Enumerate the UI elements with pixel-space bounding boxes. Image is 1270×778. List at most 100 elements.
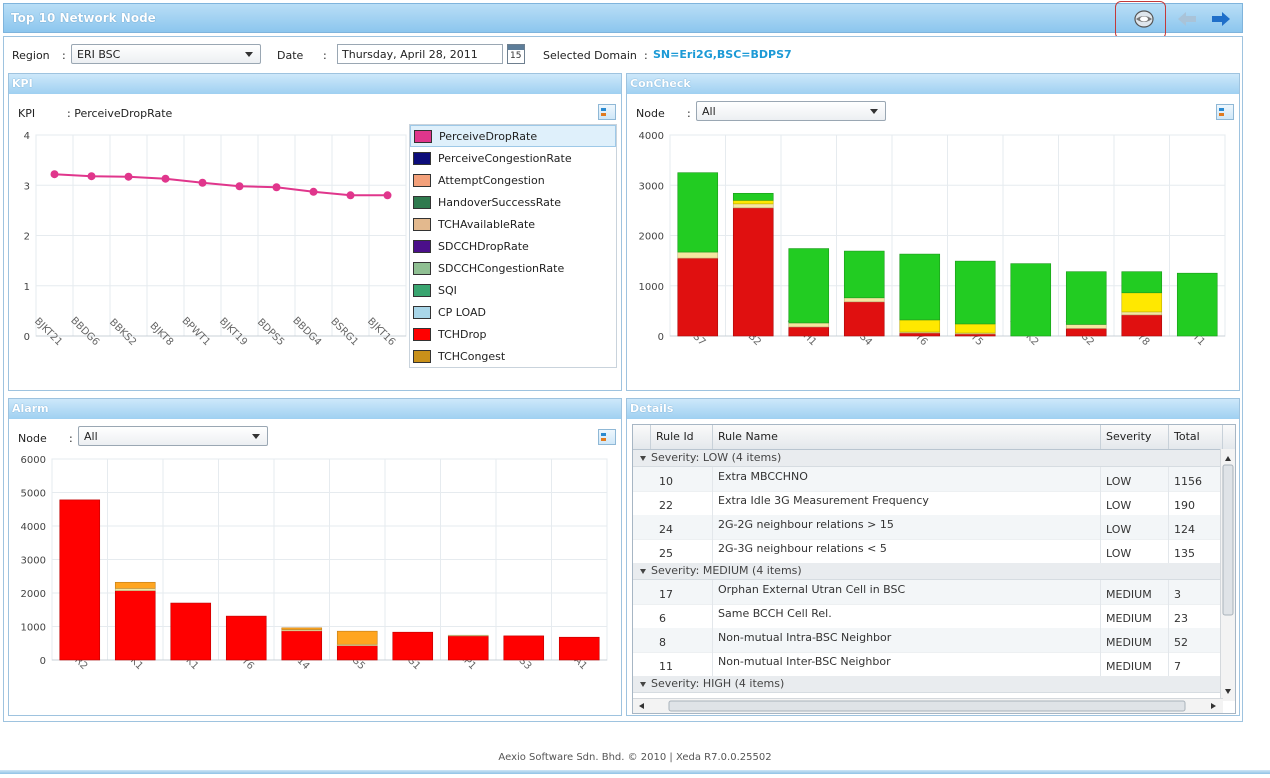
collapse-icon[interactable] bbox=[640, 569, 646, 574]
legend-item[interactable]: HandoverSuccessRate bbox=[410, 191, 616, 213]
kpi-label: KPI bbox=[18, 107, 36, 120]
y-tick-label: 4000 bbox=[21, 522, 46, 533]
legend-item[interactable]: PerceiveCongestionRate bbox=[410, 147, 616, 169]
legend-swatch bbox=[413, 327, 431, 341]
cell-name: 2G-2G neighbour relations > 15 bbox=[713, 515, 1101, 539]
horizontal-scrollbar[interactable] bbox=[633, 698, 1223, 713]
table-row[interactable]: 11 Non-mutual Inter-BSC Neighbor MEDIUM 7 bbox=[633, 652, 1223, 677]
legend-item[interactable]: AttemptCongestion bbox=[410, 169, 616, 191]
legend-label: TCHCongest bbox=[438, 349, 506, 363]
scroll-up-icon bbox=[1225, 456, 1231, 461]
cell-total: 124 bbox=[1169, 515, 1223, 539]
y-tick-label: 0 bbox=[40, 656, 46, 667]
table-row[interactable]: 10 Extra MBCCHNO LOW 1156 bbox=[633, 467, 1223, 492]
bar-segment bbox=[1176, 272, 1218, 337]
data-point bbox=[161, 174, 170, 183]
group-header[interactable]: Severity: MEDIUM (4 items) bbox=[633, 563, 1221, 580]
bar-segment bbox=[1121, 271, 1163, 294]
cell-name: Non-mutual Intra-BSC Neighbor bbox=[713, 628, 1101, 652]
details-grid-header: Rule Id Rule Name Severity Total bbox=[633, 425, 1235, 450]
legend-item[interactable]: CP LOAD bbox=[410, 301, 616, 323]
column-total[interactable]: Total bbox=[1169, 425, 1223, 449]
data-point bbox=[50, 170, 59, 179]
y-tick-label: 1 bbox=[24, 282, 30, 293]
bar-segment bbox=[899, 253, 941, 321]
calendar-button[interactable]: 15 bbox=[507, 44, 525, 64]
date-label: Date bbox=[277, 49, 304, 62]
column-severity[interactable]: Severity bbox=[1101, 425, 1169, 449]
cell-total: 135 bbox=[1169, 539, 1223, 563]
series-line bbox=[54, 173, 388, 197]
table-row[interactable]: 6 Same BCCH Cell Rel. MEDIUM 23 bbox=[633, 604, 1223, 629]
table-row[interactable]: 22 Extra Idle 3G Measurement Frequency LOW… bbox=[633, 491, 1223, 516]
calendar-icon bbox=[508, 45, 524, 50]
collapse-icon[interactable] bbox=[640, 456, 646, 461]
vertical-scrollbar[interactable] bbox=[1220, 449, 1235, 701]
legend-item[interactable]: TCHDrop bbox=[410, 323, 616, 345]
back-button[interactable] bbox=[1172, 6, 1202, 31]
domain-colon: : bbox=[644, 49, 648, 62]
kpi-panel-title: KPI bbox=[12, 77, 33, 90]
legend-item[interactable]: SDCCHDropRate bbox=[410, 235, 616, 257]
column-rule-name[interactable]: Rule Name bbox=[713, 425, 1101, 449]
y-tick-label: 4000 bbox=[639, 131, 664, 142]
region-colon: : bbox=[62, 49, 66, 62]
legend-swatch bbox=[413, 261, 431, 275]
legend-item[interactable]: TCHAvailableRate bbox=[410, 213, 616, 235]
bar-segment bbox=[843, 250, 885, 299]
data-point bbox=[124, 172, 133, 181]
legend-toggle-icon[interactable] bbox=[598, 104, 616, 120]
alarm-node-select[interactable]: All bbox=[78, 426, 268, 446]
legend-item[interactable]: TCHCongest bbox=[410, 345, 616, 367]
region-select[interactable]: ERI BSC bbox=[71, 44, 261, 64]
globe-button[interactable] bbox=[1129, 6, 1159, 31]
bar-segment bbox=[558, 636, 600, 661]
bar-segment bbox=[1121, 292, 1163, 313]
bar-segment bbox=[732, 200, 774, 205]
collapse-icon[interactable] bbox=[640, 682, 646, 687]
cell-severity: LOW bbox=[1101, 491, 1169, 515]
kpi-panel-header: KPI bbox=[9, 74, 621, 94]
kpi-legend: PerceiveDropRate PerceiveCongestionRate At… bbox=[409, 124, 617, 368]
calendar-day: 15 bbox=[510, 51, 522, 61]
date-input[interactable]: Thursday, April 28, 2011 bbox=[337, 44, 503, 64]
column-rule-id[interactable]: Rule Id bbox=[651, 425, 713, 449]
concheck-node-select[interactable]: All bbox=[696, 101, 886, 121]
globe-icon bbox=[1134, 9, 1154, 28]
y-tick-label: 3 bbox=[24, 181, 30, 192]
forward-arrow-icon bbox=[1212, 11, 1230, 26]
group-header[interactable]: Severity: HIGH (4 items) bbox=[633, 676, 1221, 693]
bar-segment bbox=[677, 251, 719, 259]
table-row[interactable]: 17 Orphan External Utran Cell in BSC MEDIU… bbox=[633, 580, 1223, 605]
table-row[interactable]: 25 2G-3G neighbour relations < 5 LOW 135 bbox=[633, 539, 1223, 564]
alarm-chart: 0100020003000400050006000BBGR2BRMK1BLBK1… bbox=[21, 455, 608, 672]
alarm-node-value: All bbox=[84, 430, 98, 443]
legend-label: CP LOAD bbox=[438, 305, 487, 319]
group-header[interactable]: Severity: LOW (4 items) bbox=[633, 450, 1221, 467]
legend-item[interactable]: SQI bbox=[410, 279, 616, 301]
cell-severity: LOW bbox=[1101, 539, 1169, 563]
legend-toggle-icon[interactable] bbox=[1216, 104, 1234, 120]
bar-segment bbox=[732, 203, 774, 209]
bar-segment bbox=[954, 333, 996, 337]
cell-id: 6 bbox=[651, 604, 713, 628]
bar-segment bbox=[843, 301, 885, 337]
bar-segment bbox=[899, 319, 941, 333]
footer-line bbox=[0, 770, 1270, 774]
legend-item[interactable]: PerceiveDropRate bbox=[410, 125, 616, 147]
cell-total: 23 bbox=[1169, 604, 1223, 628]
data-point bbox=[309, 187, 318, 196]
legend-label: TCHDrop bbox=[438, 327, 487, 341]
legend-swatch bbox=[413, 195, 431, 209]
table-row[interactable]: 24 2G-2G neighbour relations > 15 LOW 124 bbox=[633, 515, 1223, 540]
table-row[interactable]: 8 Non-mutual Intra-BSC Neighbor MEDIUM 52 bbox=[633, 628, 1223, 653]
legend-toggle-icon[interactable] bbox=[598, 429, 616, 445]
bar-segment bbox=[336, 645, 378, 661]
legend-swatch bbox=[414, 129, 432, 143]
legend-item[interactable]: SDCCHCongestionRate bbox=[410, 257, 616, 279]
bar-segment bbox=[954, 323, 996, 334]
concheck-panel-title: ConCheck bbox=[630, 77, 691, 90]
legend-swatch bbox=[413, 305, 431, 319]
forward-button[interactable] bbox=[1206, 6, 1236, 31]
